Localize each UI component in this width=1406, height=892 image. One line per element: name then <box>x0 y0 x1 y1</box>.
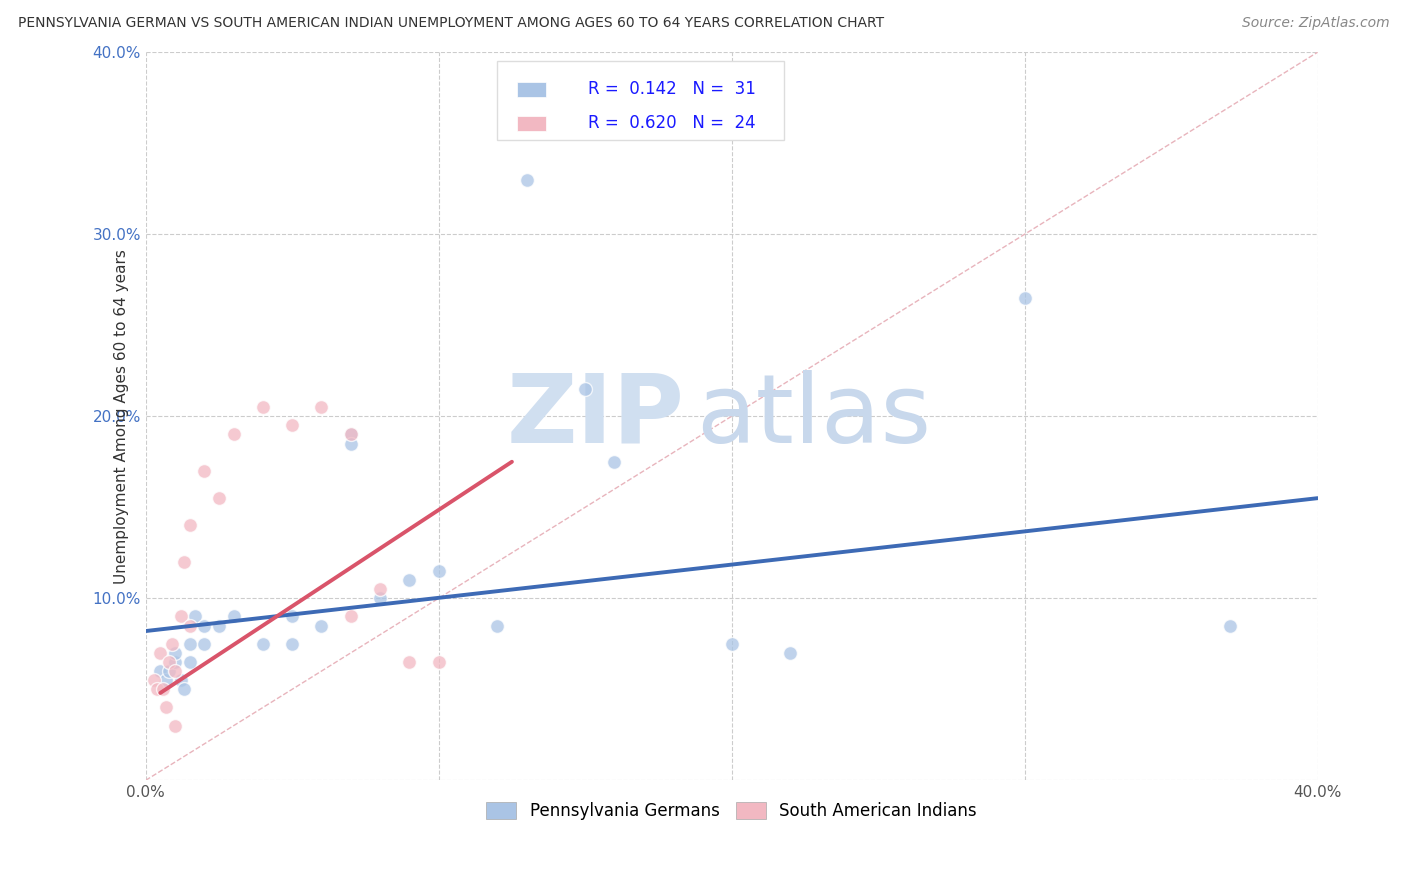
Point <box>252 637 274 651</box>
Text: PENNSYLVANIA GERMAN VS SOUTH AMERICAN INDIAN UNEMPLOYMENT AMONG AGES 60 TO 64 YE: PENNSYLVANIA GERMAN VS SOUTH AMERICAN IN… <box>18 16 884 30</box>
FancyBboxPatch shape <box>498 61 785 139</box>
Text: atlas: atlas <box>696 370 932 463</box>
Point <box>208 491 231 505</box>
Point <box>157 655 180 669</box>
Point <box>170 609 193 624</box>
Point <box>179 518 201 533</box>
Point <box>574 382 596 396</box>
Point <box>208 618 231 632</box>
Point <box>143 673 166 688</box>
Point <box>163 646 186 660</box>
Point <box>173 555 195 569</box>
Point <box>516 172 538 186</box>
Point <box>179 637 201 651</box>
Point <box>146 682 169 697</box>
Point <box>163 719 186 733</box>
Point <box>368 582 391 597</box>
Point <box>184 609 207 624</box>
Point <box>155 700 177 714</box>
Point <box>281 609 304 624</box>
Point <box>281 418 304 433</box>
Point <box>339 427 361 442</box>
Point <box>152 682 174 697</box>
Point <box>173 682 195 697</box>
Point <box>149 664 172 678</box>
Point <box>252 400 274 414</box>
Text: ZIP: ZIP <box>508 370 685 463</box>
Point <box>157 664 180 678</box>
Y-axis label: Unemployment Among Ages 60 to 64 years: Unemployment Among Ages 60 to 64 years <box>114 249 129 583</box>
Point <box>427 655 450 669</box>
Text: Source: ZipAtlas.com: Source: ZipAtlas.com <box>1241 16 1389 30</box>
Point <box>720 637 742 651</box>
Point <box>339 609 361 624</box>
Point <box>193 637 215 651</box>
Point <box>311 400 333 414</box>
Legend: Pennsylvania Germans, South American Indians: Pennsylvania Germans, South American Ind… <box>479 795 984 827</box>
Point <box>193 464 215 478</box>
Point <box>398 655 420 669</box>
Point <box>222 609 245 624</box>
Point <box>160 637 183 651</box>
FancyBboxPatch shape <box>517 116 547 131</box>
Point <box>603 455 626 469</box>
Point <box>155 673 177 688</box>
Point <box>339 427 361 442</box>
Point <box>163 655 186 669</box>
Point <box>1219 618 1241 632</box>
Point <box>427 564 450 578</box>
Point <box>311 618 333 632</box>
FancyBboxPatch shape <box>517 82 547 97</box>
Text: R =  0.620   N =  24: R = 0.620 N = 24 <box>588 114 755 132</box>
Point <box>163 664 186 678</box>
Point <box>398 573 420 587</box>
Point <box>222 427 245 442</box>
Point <box>170 673 193 688</box>
Point <box>1014 291 1036 305</box>
Text: R =  0.142   N =  31: R = 0.142 N = 31 <box>588 80 755 98</box>
Point <box>281 637 304 651</box>
Point <box>486 618 509 632</box>
Point <box>179 618 201 632</box>
Point <box>779 646 801 660</box>
Point <box>179 655 201 669</box>
Point <box>368 591 391 606</box>
Point <box>149 646 172 660</box>
Point <box>339 436 361 450</box>
Point <box>193 618 215 632</box>
